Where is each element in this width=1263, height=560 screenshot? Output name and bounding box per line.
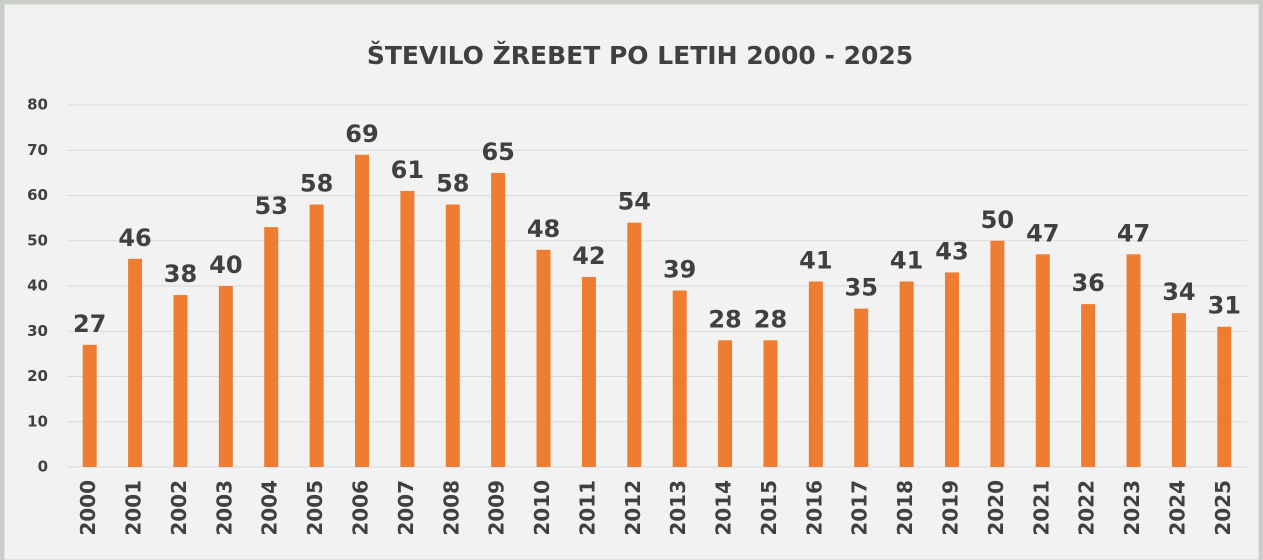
y-tick-label: 80 xyxy=(27,96,48,114)
x-tick-label: 2001 xyxy=(122,480,146,536)
y-tick-label: 40 xyxy=(27,277,48,295)
y-tick-label: 10 xyxy=(27,412,48,430)
x-tick-label: 2010 xyxy=(530,480,554,536)
x-tick-label: 2018 xyxy=(893,480,917,536)
bar xyxy=(173,295,187,467)
bar xyxy=(1127,254,1141,467)
bar xyxy=(854,309,868,467)
x-tick-label: 2008 xyxy=(439,480,463,536)
data-label: 53 xyxy=(255,192,288,220)
bar xyxy=(1036,254,1050,467)
data-label: 48 xyxy=(527,215,560,243)
page: ŠTEVILO ŽREBET PO LETIH 2000 - 2025 0 10 2… xyxy=(0,0,1263,560)
bar xyxy=(809,281,823,467)
y-tick-label: 50 xyxy=(27,231,48,249)
data-label: 61 xyxy=(391,156,424,184)
chart-title: ŠTEVILO ŽREBET PO LETIH 2000 - 2025 xyxy=(367,40,913,70)
bar xyxy=(763,340,777,467)
y-tick-label: 70 xyxy=(27,141,48,159)
data-label: 35 xyxy=(845,274,878,302)
x-tick-label: 2017 xyxy=(848,480,872,536)
bar xyxy=(83,345,97,467)
data-label: 41 xyxy=(799,246,832,274)
x-tick-label: 2022 xyxy=(1075,480,1099,536)
bar xyxy=(1217,327,1231,467)
data-label: 34 xyxy=(1162,278,1195,306)
bar xyxy=(627,223,641,467)
bar xyxy=(990,241,1004,467)
data-label: 28 xyxy=(708,305,741,333)
x-tick-label: 2006 xyxy=(349,480,373,536)
x-tick-label: 2024 xyxy=(1165,480,1189,536)
data-label: 47 xyxy=(1026,219,1059,247)
data-label: 41 xyxy=(890,246,923,274)
y-tick-label: 60 xyxy=(27,186,48,204)
data-label: 42 xyxy=(572,242,605,270)
bar xyxy=(355,155,369,467)
x-tick-label: 2003 xyxy=(212,480,236,536)
x-tick-label: 2013 xyxy=(666,480,690,536)
y-tick-label: 30 xyxy=(27,322,48,340)
bar xyxy=(491,173,505,467)
bar xyxy=(673,291,687,467)
data-label: 40 xyxy=(209,251,242,279)
data-label: 58 xyxy=(436,170,469,198)
data-label: 27 xyxy=(73,310,106,338)
bar xyxy=(582,277,596,467)
data-label: 47 xyxy=(1117,219,1150,247)
bar xyxy=(945,272,959,467)
y-tick-label: 0 xyxy=(38,458,48,476)
data-label: 65 xyxy=(481,138,514,166)
bar xyxy=(400,191,414,467)
x-tick-label: 2019 xyxy=(939,480,963,536)
data-label: 36 xyxy=(1071,269,1104,297)
x-tick-label: 2009 xyxy=(485,480,509,536)
bar xyxy=(1081,304,1095,467)
bar xyxy=(264,227,278,467)
x-tick-label: 2002 xyxy=(167,480,191,536)
data-label: 39 xyxy=(663,256,696,284)
data-label: 69 xyxy=(345,120,378,148)
x-tick-label: 2016 xyxy=(802,480,826,536)
x-tick-label: 2007 xyxy=(394,480,418,536)
x-tick-label: 2015 xyxy=(757,480,781,536)
data-label: 58 xyxy=(300,170,333,198)
bar xyxy=(128,259,142,467)
data-label: 31 xyxy=(1208,292,1241,320)
data-label: 43 xyxy=(935,237,968,265)
x-tick-label: 2025 xyxy=(1211,480,1235,536)
bar xyxy=(900,281,914,467)
x-tick-label: 2023 xyxy=(1120,480,1144,536)
x-tick-label: 2004 xyxy=(258,480,282,536)
chart: ŠTEVILO ŽREBET PO LETIH 2000 - 2025 0 10 2… xyxy=(0,0,1263,560)
x-tick-label: 2005 xyxy=(303,480,327,536)
x-tick-label: 2000 xyxy=(76,480,100,536)
data-label: 38 xyxy=(164,260,197,288)
y-tick-label: 20 xyxy=(27,367,48,385)
bar xyxy=(537,250,551,467)
x-tick-label: 2012 xyxy=(621,480,645,536)
data-label: 50 xyxy=(981,206,1014,234)
bar xyxy=(1172,313,1186,467)
data-label: 54 xyxy=(618,188,651,216)
x-tick-label: 2011 xyxy=(575,480,599,536)
x-tick-label: 2020 xyxy=(984,480,1008,536)
bar xyxy=(446,205,460,467)
x-tick-label: 2014 xyxy=(712,480,736,536)
data-label: 46 xyxy=(118,224,151,252)
bar xyxy=(718,340,732,467)
bar xyxy=(219,286,233,467)
bar xyxy=(310,205,324,467)
x-tick-label: 2021 xyxy=(1029,480,1053,536)
data-label: 28 xyxy=(754,305,787,333)
